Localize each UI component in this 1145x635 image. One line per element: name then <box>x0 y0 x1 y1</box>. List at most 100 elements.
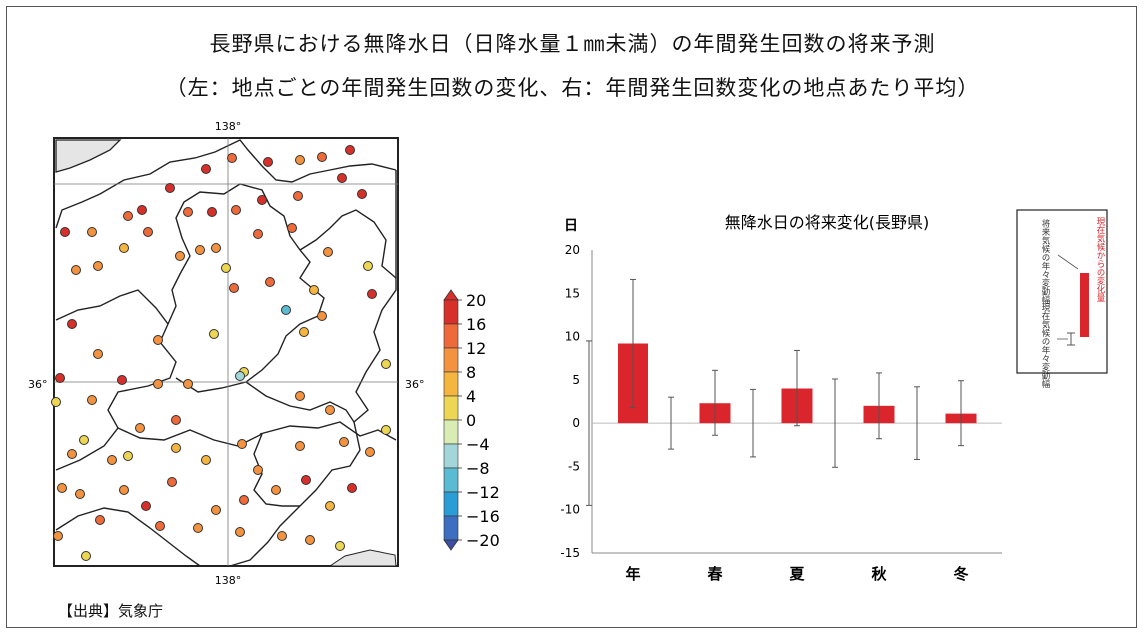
station-dot <box>339 437 349 447</box>
station-dot <box>345 145 355 155</box>
station-dot <box>257 195 267 205</box>
y-tick-label: 15 <box>565 286 580 300</box>
station-dot <box>155 521 165 531</box>
station-dot <box>229 283 239 293</box>
colorbar-tick-label: 16 <box>466 315 486 334</box>
source-note: 【出典】気象庁 <box>58 602 164 620</box>
station-dot <box>201 455 211 465</box>
colorbar-cell <box>443 491 459 517</box>
station-dot <box>235 527 245 537</box>
colorbar-bottom-arrow <box>443 539 459 551</box>
figure-title: 長野県における無降水日（日降水量１㎜未満）の年間発生回数の将来予測 <box>209 32 936 56</box>
colorbar-tick-label: −20 <box>466 531 500 550</box>
station-dot <box>221 263 231 273</box>
colorbar: 20 16 12 8 4 0 −4 −8 −12 −16 −20 <box>443 289 500 551</box>
station-dot <box>347 483 357 493</box>
station-dot <box>281 305 291 315</box>
station-dot <box>277 531 287 541</box>
y-tick-label: 0 <box>572 416 580 430</box>
station-dot <box>253 465 263 475</box>
station-dot <box>87 227 97 237</box>
station-dot <box>357 189 367 199</box>
colorbar-tick-label: −16 <box>466 507 500 526</box>
station-dot <box>237 439 247 449</box>
station-dot <box>95 515 105 525</box>
station-dot <box>143 227 153 237</box>
station-dot <box>317 311 327 321</box>
station-dot <box>183 207 193 217</box>
station-dot <box>57 483 67 493</box>
x-tick-label: 冬 <box>953 565 968 583</box>
lat-label-right: 36° <box>405 378 425 391</box>
y-tick-label: -5 <box>568 459 580 473</box>
station-dot <box>60 227 70 237</box>
colorbar-tick-label: −8 <box>466 459 490 478</box>
colorbar-tick-label: 0 <box>466 411 476 430</box>
y-tick-label: -15 <box>560 546 580 560</box>
station-dot <box>165 183 175 193</box>
station-map: 138° 138° 36° 36° 20 16 12 8 4 0 −4 −8 −12 −16 −20 <box>28 120 500 587</box>
station-dot <box>167 477 177 487</box>
station-dot <box>235 371 245 381</box>
y-tick-label: -10 <box>560 503 580 517</box>
station-dot <box>305 535 315 545</box>
station-dot <box>175 251 185 261</box>
station-dot <box>153 379 163 389</box>
colorbar-tick-label: 20 <box>466 291 486 310</box>
station-dot <box>211 243 221 253</box>
station-dot <box>119 243 129 253</box>
lon-label-bottom: 138° <box>215 574 242 587</box>
legend: 現在気候からの変化量 将来気候の年々変動幅 現在気候の年々変動幅 <box>1016 209 1108 389</box>
station-dot <box>71 265 81 275</box>
lon-label-top: 138° <box>215 120 242 133</box>
colorbar-cell <box>443 323 459 349</box>
station-dot <box>117 375 127 385</box>
station-dot <box>317 152 327 162</box>
station-dot <box>67 449 77 459</box>
colorbar-cell <box>443 299 459 325</box>
colorbar-cell <box>443 371 459 397</box>
station-dot <box>209 329 219 339</box>
station-dot <box>75 489 85 499</box>
figure-frame <box>6 6 1137 628</box>
station-dot <box>325 501 335 511</box>
colorbar-tick-label: −4 <box>466 435 490 454</box>
station-dot <box>153 335 163 345</box>
station-dot <box>293 191 303 201</box>
y-tick-label: 20 <box>565 243 580 257</box>
x-tick-label: 秋 <box>871 565 887 583</box>
station-dot <box>51 397 61 407</box>
station-dot <box>381 359 391 369</box>
colorbar-tick-label: 8 <box>466 363 476 382</box>
station-dot <box>325 405 335 415</box>
station-dot <box>119 485 129 495</box>
station-dot <box>263 157 273 167</box>
station-dot <box>123 451 133 461</box>
chart-title: 無降水日の将来変化(長野県) <box>725 213 930 232</box>
station-dot <box>367 289 377 299</box>
colorbar-tick-label: −12 <box>466 483 500 502</box>
station-dot <box>193 523 203 533</box>
station-dot <box>201 164 211 174</box>
station-dot <box>335 541 345 551</box>
station-dot <box>337 173 347 183</box>
station-dots <box>51 145 391 561</box>
station-dot <box>271 485 281 495</box>
station-dot <box>309 285 319 295</box>
station-dot <box>239 495 249 505</box>
station-dot <box>295 155 305 165</box>
station-dot <box>287 223 297 233</box>
station-dot <box>211 505 221 515</box>
station-dot <box>67 319 77 329</box>
station-dot <box>323 247 333 257</box>
y-axis-unit-label: 日 <box>564 218 578 234</box>
station-dot <box>55 373 65 383</box>
station-dot <box>141 501 151 511</box>
figure-subtitle: （左：地点ごとの年間発生回数の変化、右：年間発生回数変化の地点あたり平均） <box>165 76 980 100</box>
station-dot <box>207 207 217 217</box>
station-dot <box>123 211 133 221</box>
station-dot <box>381 425 391 435</box>
bar-chart: 無降水日の将来変化(長野県) 日 20 15 10 5 0 -5 -10 -15 年 春 夏 秋 冬 現… <box>560 209 1108 583</box>
station-dot <box>295 391 305 401</box>
colorbar-cell <box>443 419 459 445</box>
